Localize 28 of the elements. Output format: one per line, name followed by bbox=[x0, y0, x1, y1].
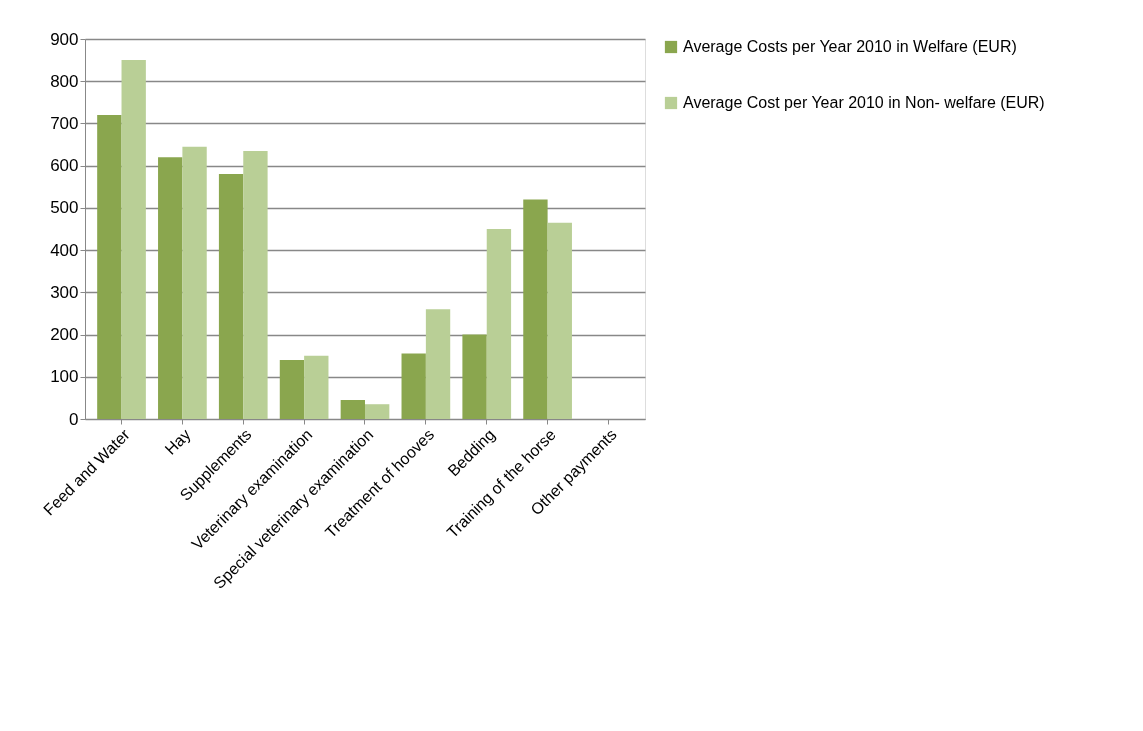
bar bbox=[547, 222, 572, 419]
legend-label: Average Costs per Year 2010 in Welfare (EUR) bbox=[683, 38, 1017, 55]
bar bbox=[97, 115, 122, 419]
bar bbox=[425, 309, 451, 419]
y-tick-label: 900 bbox=[50, 29, 79, 49]
y-tick-label: 400 bbox=[50, 240, 79, 260]
bar bbox=[158, 157, 183, 419]
y-tick-label: 0 bbox=[69, 409, 79, 429]
legend-label: Average Cost per Year 2010 in Non- welfare (EUR) bbox=[683, 94, 1045, 111]
y-tick-label: 300 bbox=[50, 282, 79, 302]
bar bbox=[243, 150, 268, 419]
bar bbox=[304, 355, 329, 419]
bar bbox=[340, 400, 365, 419]
bar bbox=[401, 353, 426, 419]
y-tick-label: 100 bbox=[50, 367, 79, 387]
y-tick-label: 800 bbox=[50, 71, 79, 91]
y-tick-label: 600 bbox=[50, 156, 79, 176]
y-tick-label: 200 bbox=[50, 325, 79, 345]
bar bbox=[523, 199, 548, 419]
bar bbox=[486, 229, 512, 419]
y-tick-label: 700 bbox=[50, 113, 79, 133]
bar bbox=[279, 359, 305, 419]
bar bbox=[365, 404, 390, 419]
y-tick-label: 500 bbox=[50, 198, 79, 218]
bar bbox=[218, 174, 244, 419]
bar bbox=[121, 60, 146, 419]
bar bbox=[182, 146, 207, 419]
bar bbox=[462, 334, 487, 419]
